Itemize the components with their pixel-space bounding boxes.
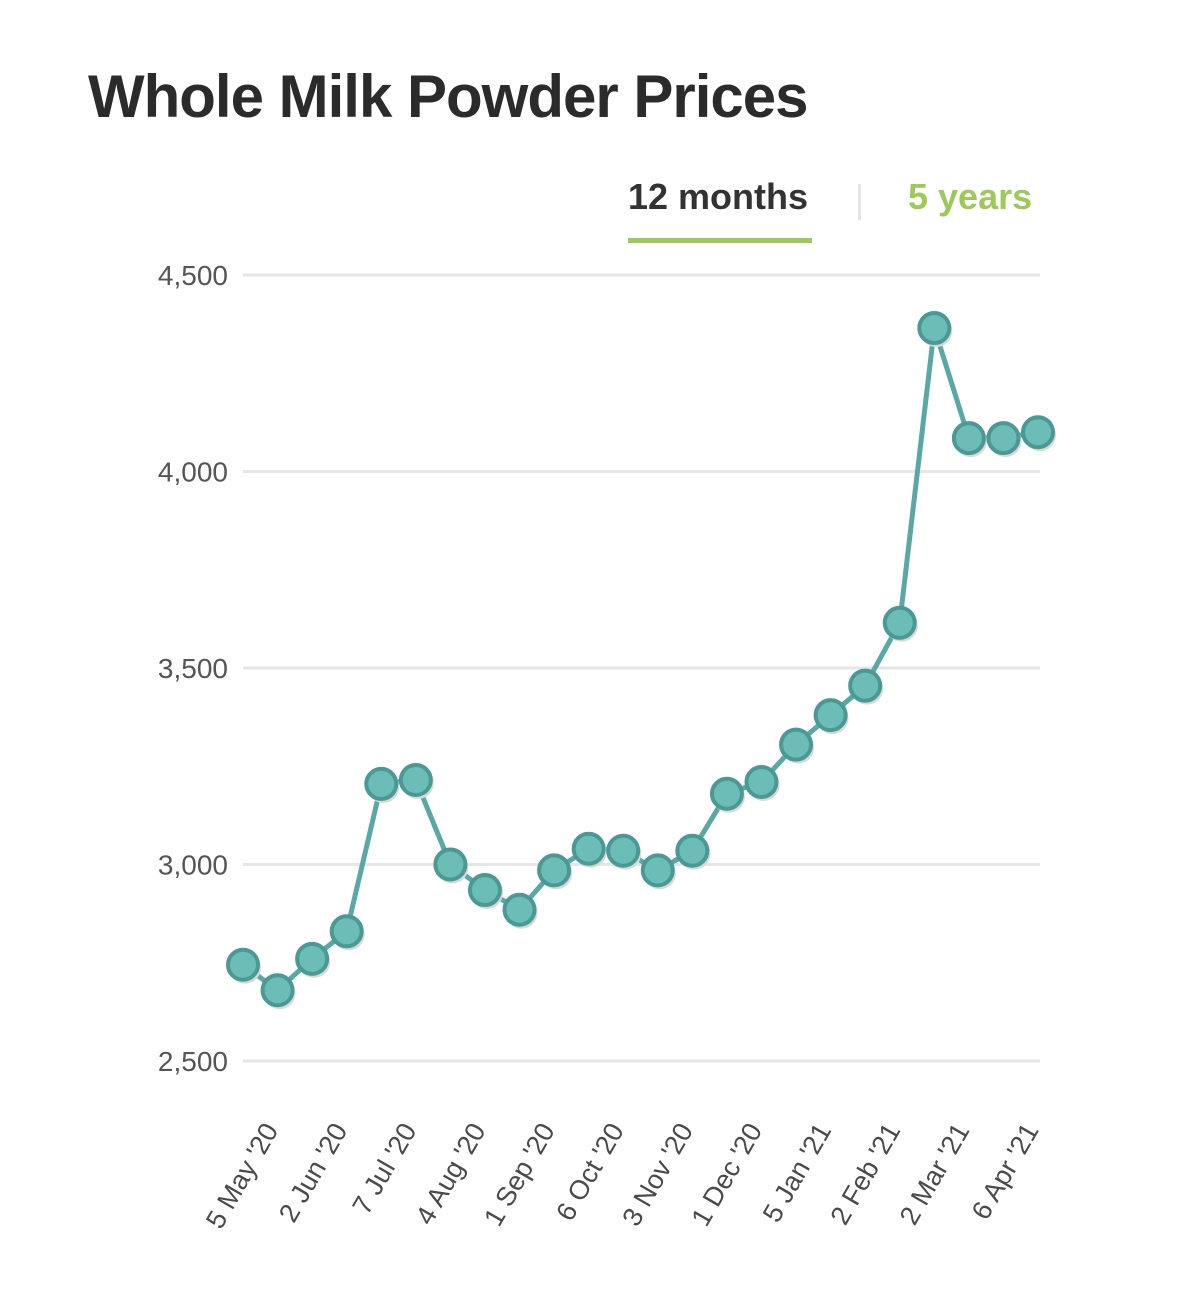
x-tick-label: 5 May '20 xyxy=(200,1118,284,1234)
tab-separator xyxy=(858,184,861,220)
tab-5-years[interactable]: 5 years xyxy=(908,176,1033,217)
series-layer xyxy=(226,311,1056,1010)
data-point xyxy=(709,776,744,811)
data-point xyxy=(467,873,502,908)
series-line xyxy=(241,325,1039,993)
data-point xyxy=(295,941,330,976)
x-tick-label: 1 Sep '20 xyxy=(478,1118,561,1231)
x-tick-label: 2 Jun '20 xyxy=(273,1118,353,1227)
x-tick-label: 6 Apr '21 xyxy=(966,1118,1045,1225)
data-point xyxy=(1021,415,1055,450)
x-tick-label: 6 Oct '20 xyxy=(550,1118,630,1226)
data-point xyxy=(813,698,848,733)
data-point xyxy=(779,727,814,762)
y-tick-label: 3,500 xyxy=(158,653,228,684)
data-point xyxy=(260,973,295,1008)
data-point xyxy=(433,847,468,882)
x-tick-label: 5 Jan '21 xyxy=(757,1118,837,1227)
data-point xyxy=(364,766,399,801)
y-tick-label: 2,500 xyxy=(158,1046,228,1077)
data-point xyxy=(571,831,606,866)
y-tick-label: 4,000 xyxy=(158,457,228,488)
data-point xyxy=(986,421,1021,456)
chart-title: Whole Milk Powder Prices xyxy=(88,63,809,130)
data-point xyxy=(226,947,260,982)
x-tick-label: 7 Jul '20 xyxy=(347,1118,423,1219)
tab-12-months[interactable]: 12 months xyxy=(628,176,809,217)
x-tick-label: 1 Dec '20 xyxy=(686,1118,769,1231)
data-point xyxy=(744,764,779,799)
data-point xyxy=(882,605,917,640)
active-tab-underline xyxy=(628,238,812,243)
grid-lines xyxy=(243,273,1040,1063)
x-tick-label: 2 Mar '21 xyxy=(894,1118,976,1230)
y-axis-ticks: 2,500 3,000 3,500 4,000 4,500 xyxy=(158,260,228,1077)
data-point xyxy=(675,833,710,868)
y-tick-label: 4,500 xyxy=(158,260,228,291)
data-point xyxy=(606,833,641,868)
data-point xyxy=(640,853,675,888)
range-tabs: 12 months 5 years xyxy=(0,176,1181,256)
data-point xyxy=(398,763,433,798)
data-point xyxy=(502,892,537,927)
data-point xyxy=(537,853,572,888)
data-point xyxy=(329,914,364,949)
data-point xyxy=(848,668,883,703)
x-axis-ticks: 5 May '202 Jun '207 Jul '204 Aug '201 Se… xyxy=(200,1118,1045,1234)
y-tick-label: 3,000 xyxy=(158,850,228,881)
data-point xyxy=(951,421,986,456)
data-point xyxy=(917,311,952,346)
